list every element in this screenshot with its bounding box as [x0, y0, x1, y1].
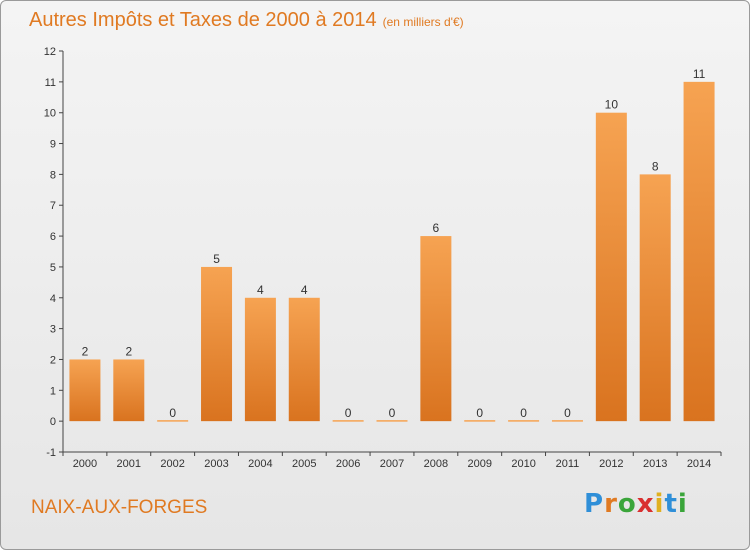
x-tick-label-2012: 2012 — [599, 458, 623, 470]
bar-2008 — [420, 236, 452, 422]
y-tick-label: 6 — [50, 231, 56, 243]
chart-subtitle: (en milliers d'€) — [382, 15, 464, 29]
proxiti-logo[interactable]: Proxiti — [584, 489, 688, 519]
y-tick-label: 1 — [50, 385, 56, 397]
value-label-2009: 0 — [476, 406, 483, 420]
y-tick-label: 9 — [50, 139, 56, 151]
bar-2009 — [464, 420, 496, 422]
logo-letter: r — [604, 489, 618, 519]
value-label-2006: 0 — [345, 406, 352, 420]
logo-letter: i — [654, 489, 665, 519]
x-tick-label-2014: 2014 — [687, 458, 711, 470]
value-label-2005: 4 — [301, 283, 308, 297]
bar-2012 — [595, 112, 627, 422]
logo-letter: P — [584, 489, 605, 519]
title-text: Autres Impôts et Taxes de 2000 à 2014 — [29, 9, 377, 31]
chart-labels: 2 2000 2 2001 0 2002 5 2003 4 2004 4 2005 0 2006 0 2007… — [73, 67, 712, 470]
x-tick-label-2013: 2013 — [643, 458, 667, 470]
value-label-2010: 0 — [520, 406, 527, 420]
x-tick-label-2009: 2009 — [467, 458, 491, 470]
value-label-2011: 0 — [564, 406, 571, 420]
bar-2013 — [639, 174, 671, 422]
value-label-2002: 0 — [169, 406, 176, 420]
y-tick-label: 2 — [50, 354, 56, 366]
bar-2010 — [508, 420, 540, 422]
x-tick-label-2000: 2000 — [73, 458, 97, 470]
x-tick-label-2011: 2011 — [556, 458, 580, 470]
logo-letter: x — [636, 489, 655, 519]
value-label-2003: 5 — [213, 252, 220, 266]
x-tick-label-2004: 2004 — [248, 458, 272, 470]
bar-2011 — [551, 420, 583, 422]
bar-2014 — [683, 81, 715, 422]
commune-name: NAIX-AUX-FORGES — [31, 497, 208, 518]
chart-title: Autres Impôts et Taxes de 2000 à 2014 (en… — [29, 9, 464, 32]
bar-2000 — [69, 359, 101, 422]
x-tick-label-2001: 2001 — [117, 458, 141, 470]
y-tick-label: 8 — [50, 169, 56, 181]
logo-letter: t — [664, 489, 678, 519]
value-label-2004: 4 — [257, 283, 264, 297]
bar-2002 — [157, 420, 189, 422]
value-label-2014: 11 — [693, 67, 706, 81]
bar-2001 — [113, 359, 145, 422]
x-tick-label-2007: 2007 — [380, 458, 404, 470]
x-tick-label-2008: 2008 — [424, 458, 448, 470]
value-label-2007: 0 — [389, 406, 396, 420]
y-tick-label: 12 — [44, 46, 56, 58]
value-label-2012: 10 — [605, 98, 619, 112]
y-tick-label: 4 — [50, 293, 56, 305]
x-tick-label-2002: 2002 — [160, 458, 184, 470]
bar-2007 — [376, 420, 408, 422]
bar-2006 — [332, 420, 364, 422]
y-tick-label: 7 — [50, 200, 56, 212]
y-tick-label: 10 — [44, 108, 56, 120]
bar-2004 — [244, 297, 276, 422]
x-tick-label-2003: 2003 — [204, 458, 228, 470]
x-tick-label-2005: 2005 — [292, 458, 316, 470]
y-tick-label: 3 — [50, 324, 56, 336]
value-label-2001: 2 — [125, 344, 132, 358]
value-label-2013: 8 — [652, 159, 659, 173]
logo-letter: o — [617, 489, 637, 519]
chart-bars — [69, 81, 715, 422]
bar-2005 — [288, 297, 320, 422]
x-tick-label-2006: 2006 — [336, 458, 360, 470]
bar-2003 — [201, 266, 233, 422]
value-label-2000: 2 — [82, 344, 89, 358]
y-tick-label: 0 — [50, 416, 56, 428]
value-label-2008: 6 — [433, 221, 440, 235]
y-tick-label: 11 — [45, 77, 56, 89]
y-tick-label: 5 — [50, 262, 56, 274]
logo-letter: i — [677, 489, 688, 519]
y-tick-label: -1 — [46, 447, 56, 459]
x-tick-label-2010: 2010 — [511, 458, 535, 470]
